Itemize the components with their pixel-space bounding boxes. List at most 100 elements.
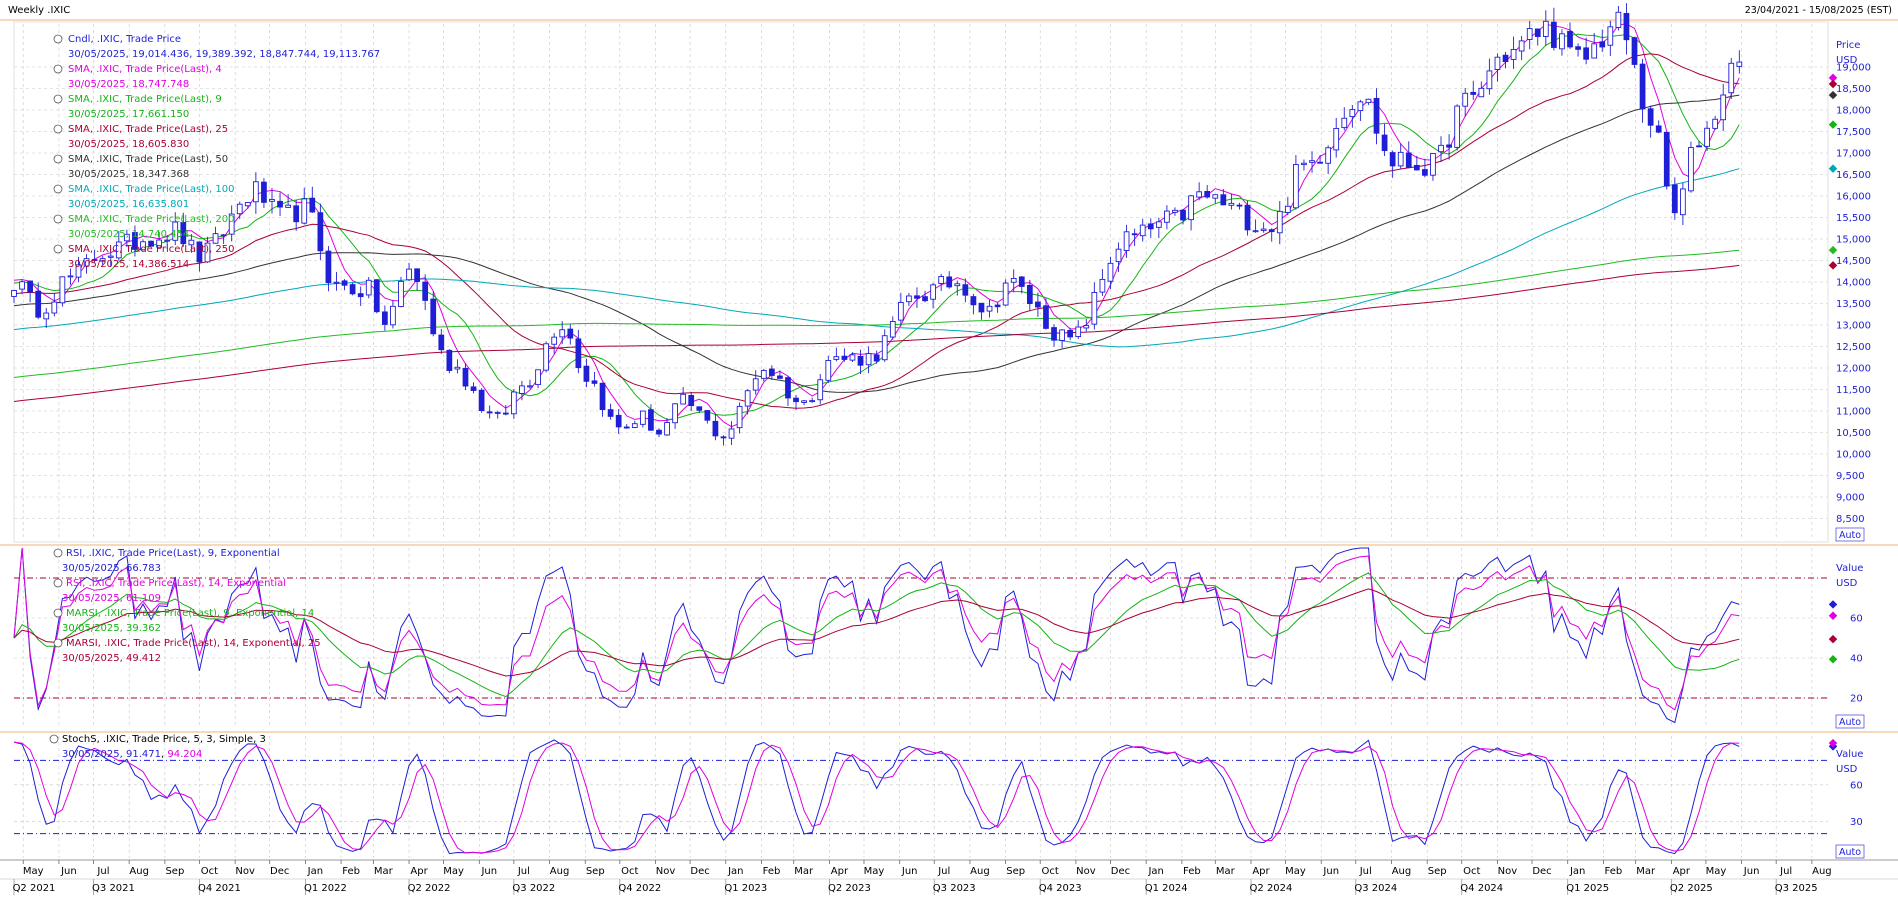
stoch-currency-label: USD bbox=[1836, 764, 1858, 775]
rsi-legend-value: 30/05/2025, 61.109 bbox=[62, 593, 161, 604]
candle-body bbox=[252, 181, 259, 203]
candle-body bbox=[341, 280, 348, 286]
x-axis-month-label: May bbox=[443, 866, 464, 877]
candle-body bbox=[1018, 276, 1025, 287]
candle-body bbox=[35, 290, 42, 318]
candle bbox=[83, 254, 90, 274]
price-legend-toggle-icon[interactable] bbox=[53, 64, 63, 74]
candle bbox=[438, 328, 445, 354]
candle bbox=[1123, 224, 1130, 258]
candle-body bbox=[962, 284, 969, 296]
candle bbox=[1018, 276, 1025, 294]
candle-body bbox=[1236, 204, 1243, 207]
candle bbox=[414, 268, 420, 291]
price-y-tick-label: 14,500 bbox=[1836, 256, 1871, 267]
stoch-panel[interactable]: 30 60 Value USD Auto StochS, .IXIC, Trade… bbox=[13, 734, 1865, 859]
x-axis-month-label: Apr bbox=[831, 866, 849, 877]
marsi-14-line bbox=[13, 588, 1740, 677]
candle-body bbox=[720, 436, 727, 439]
rsi-legend-toggle-icon[interactable] bbox=[53, 578, 63, 588]
x-axis-quarter-label: Q3 2024 bbox=[1354, 883, 1397, 894]
sma-200-line bbox=[13, 249, 1740, 378]
candle-body bbox=[406, 268, 412, 281]
price-legend-toggle-icon[interactable] bbox=[53, 94, 63, 104]
price-y-tick-label: 17,000 bbox=[1836, 149, 1871, 160]
candle-body bbox=[1655, 125, 1662, 133]
candle-body bbox=[11, 290, 17, 297]
candle-body bbox=[914, 295, 920, 299]
x-axis-quarter-label: Q4 2022 bbox=[618, 883, 661, 894]
stoch-legend-toggle-icon[interactable] bbox=[49, 734, 59, 744]
candle bbox=[188, 234, 195, 253]
candle bbox=[825, 355, 832, 384]
candle-body bbox=[1164, 210, 1170, 223]
candle-body bbox=[1502, 54, 1509, 63]
candle-body bbox=[1260, 228, 1267, 231]
candle bbox=[1075, 320, 1082, 340]
candle bbox=[1188, 194, 1194, 231]
price-panel[interactable]: 8,500 9,000 9,500 10,000 10,500 11,000 11,500 1… bbox=[11, 3, 1871, 543]
rsi-auto-button[interactable] bbox=[1835, 714, 1865, 729]
candle bbox=[1551, 7, 1557, 51]
stoch-auto-button[interactable] bbox=[1835, 844, 1865, 859]
price-auto-button[interactable] bbox=[1835, 527, 1865, 542]
x-axis-month-label: Feb bbox=[1605, 866, 1623, 877]
candle-body bbox=[1341, 117, 1348, 129]
candle bbox=[27, 280, 33, 303]
rsi-legend-toggle-icon[interactable] bbox=[53, 608, 63, 618]
candle-body bbox=[51, 301, 58, 314]
candle-body bbox=[1212, 194, 1219, 199]
price-legend-label: SMA, .IXIC, Trade Price(Last), 4 bbox=[68, 64, 222, 75]
candle-body bbox=[1639, 63, 1646, 110]
candle bbox=[1607, 20, 1614, 56]
price-legend-toggle-icon[interactable] bbox=[53, 184, 63, 194]
candle bbox=[1389, 150, 1396, 178]
rsi-legend-value: 30/05/2025, 66.783 bbox=[62, 563, 161, 574]
candle-body bbox=[1268, 229, 1275, 233]
candle bbox=[373, 279, 380, 314]
x-axis-month-label: Jul bbox=[1359, 866, 1372, 877]
price-legend-toggle-icon[interactable] bbox=[53, 124, 63, 134]
rsi-legend-toggle-icon[interactable] bbox=[53, 548, 63, 558]
candle bbox=[341, 279, 348, 291]
candle-body bbox=[1663, 131, 1670, 187]
price-y-tick-label: 18,000 bbox=[1836, 106, 1871, 117]
rsi-legend-toggle-icon[interactable] bbox=[53, 638, 63, 648]
x-axis-month-label: Jun bbox=[1743, 866, 1760, 877]
candle bbox=[317, 203, 324, 261]
candle bbox=[309, 186, 316, 213]
candle-body bbox=[535, 369, 541, 386]
rsi-panel[interactable]: 20 40 60 Value USD Auto RSI, .IXIC, Trade … bbox=[13, 547, 1865, 729]
candle bbox=[551, 333, 558, 354]
price-legend-toggle-icon[interactable] bbox=[53, 214, 63, 224]
candle bbox=[220, 233, 227, 244]
candle-body bbox=[591, 380, 598, 384]
candle bbox=[1341, 107, 1348, 131]
x-axis-month-label: Nov bbox=[656, 866, 676, 877]
candle bbox=[720, 435, 727, 446]
candle bbox=[1164, 205, 1170, 230]
candle-body bbox=[1591, 43, 1598, 59]
candle-body bbox=[1317, 161, 1323, 164]
price-legend-toggle-icon[interactable] bbox=[53, 154, 63, 164]
candle-body bbox=[519, 385, 525, 394]
price-legend-toggle-icon[interactable] bbox=[53, 244, 63, 254]
candle-body bbox=[736, 405, 743, 429]
candle bbox=[1502, 52, 1509, 69]
candle-body bbox=[938, 276, 945, 284]
candle-body bbox=[83, 258, 90, 267]
candle-body bbox=[688, 395, 695, 407]
x-axis-month-label: Feb bbox=[763, 866, 781, 877]
candle bbox=[1147, 218, 1154, 238]
candle-body bbox=[1446, 144, 1452, 148]
candle bbox=[994, 302, 1001, 313]
candle bbox=[954, 280, 961, 296]
candle bbox=[672, 403, 678, 429]
price-y-axis: 8,500 9,000 9,500 10,000 10,500 11,000 11,500 1… bbox=[1836, 63, 1871, 526]
candle-body bbox=[954, 283, 961, 287]
candle-body bbox=[124, 233, 130, 242]
candle bbox=[1671, 177, 1678, 220]
price-legend-toggle-icon[interactable] bbox=[53, 34, 63, 44]
candle bbox=[1413, 155, 1420, 171]
